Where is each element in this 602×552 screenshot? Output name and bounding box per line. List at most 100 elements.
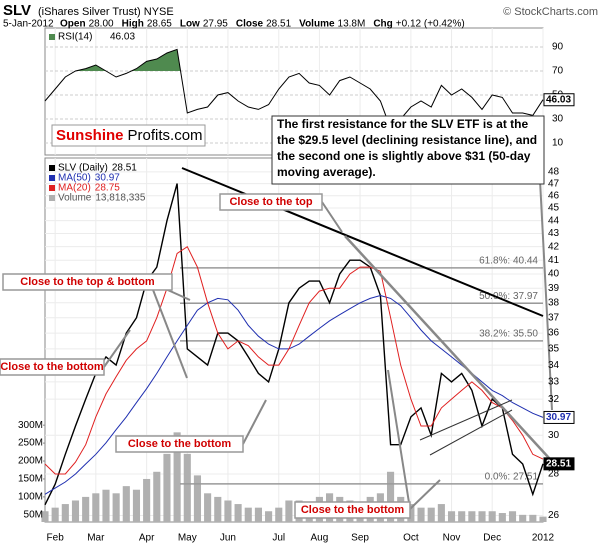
annotation-box [2,273,173,291]
quote-value: 28.65 [147,19,172,30]
volume-bar [234,504,242,522]
y-tick-label: 28 [548,469,560,480]
annotation-box [115,435,244,453]
y-tick-label: 30 [548,430,560,441]
volume-bar [122,486,130,522]
annotation: Close to the top [229,196,312,208]
volume-bar [285,500,293,522]
x-tick-label: Jul [272,533,285,544]
quote-value: 27.95 [203,19,228,30]
logo-part: Profits.com [128,127,203,144]
trend-line [419,399,513,441]
annotation-box [294,501,411,519]
quote-value: +0.12 (+0.42%) [396,19,465,30]
volume-bar [488,511,496,522]
legend-label: MA(50) [58,173,91,184]
quote-label: Low [180,19,200,30]
date: 5-Jan-2012 [3,19,54,30]
fib-label: 50.0%: 37.97 [479,291,538,302]
volume-bar [447,511,456,522]
volume-bar [254,507,262,522]
volume-bar [244,507,252,522]
axis-tag-label: 30.97 [546,412,571,423]
legend-value: 28.75 [95,183,120,194]
logo-box [51,124,206,147]
annotation: Close to the top & bottom [20,276,155,288]
x-tick-label: Feb [47,533,65,544]
quote-value: 28.51 [266,19,291,30]
rsi-tick-label: 30 [552,114,564,125]
x-tick-label: Jun [220,533,236,544]
quote-label: Open [60,19,86,30]
rsi-area [45,49,543,71]
y-tick-label: 33 [548,377,560,388]
volume-bar [153,471,161,522]
volume-bar [265,511,273,522]
volume-tick-label: 150M [18,474,43,485]
callout-box [271,115,545,185]
x-tick-label: Aug [311,533,329,544]
legend-label: Volume [58,193,92,204]
credit: © StockCharts.com [503,6,598,18]
volume-bar [468,511,476,522]
annotation: Close to the bottom [301,504,404,516]
legend-swatch [49,165,55,171]
y-tick-label: 41 [548,255,560,266]
volume-bar [82,496,90,522]
volume-tick-label: 100M [18,492,43,503]
axis-tag-label: 46.03 [546,94,571,105]
y-tick-label: 39 [548,283,560,294]
quote-label: Chg [373,19,392,30]
chart-title: SLV [3,2,31,19]
volume-bar [214,496,222,522]
x-tick-label: 2012 [532,533,555,544]
x-tick-label: Apr [139,533,155,544]
y-tick-label: 43 [548,228,560,239]
legend-swatch [49,34,55,40]
ma-line [44,294,544,495]
pointers [103,179,553,510]
annotation: Close to the bottom [0,361,103,373]
volume-bar [193,475,202,522]
volume-bar [417,507,425,522]
legend-label: MA(20) [58,183,91,194]
volume-bar [92,493,100,522]
volume-bar [508,511,517,522]
y-tick-label: 26 [548,510,560,521]
y-tick-label: 48 [548,166,560,177]
y-tick-label: 45 [548,203,560,214]
quote-label: High [122,19,144,30]
ma-line [44,245,544,475]
volume-bar [61,504,69,522]
y-tick-label: 42 [548,241,560,252]
y-tick-label: 40 [548,269,560,280]
quote-value: 13.8M [338,19,366,30]
legend-swatch [49,175,55,181]
x-tick-label: May [178,533,197,544]
legend-swatch [49,185,55,191]
volume-bar [427,507,435,522]
axis-tag [543,457,575,471]
axis-tag [543,410,575,424]
rsi-tick-label: 70 [552,66,564,77]
legend-swatch [49,195,55,201]
volume-bar [458,511,466,522]
rsi-line [44,48,544,130]
y-tick-label: 44 [548,215,560,226]
fib-label: 38.2%: 35.50 [479,329,538,340]
rsi-legend: RSI(14) [58,32,92,43]
volume-bar [183,453,191,522]
y-tick-label: 36 [548,328,560,339]
y-tick-label: 46 [548,190,560,201]
y-tick-label: 47 [548,178,560,189]
volume-bar [102,489,110,522]
volume-bar [539,516,547,522]
callout-text: the second one is slightly above $31 (50… [277,149,531,163]
annotation-box [219,193,323,211]
axis-tag-label: 28.51 [546,458,571,469]
volume-tick-label: 250M [18,438,43,449]
volume-bar [386,471,395,522]
volume-bar [437,504,445,522]
price-line [44,183,544,506]
